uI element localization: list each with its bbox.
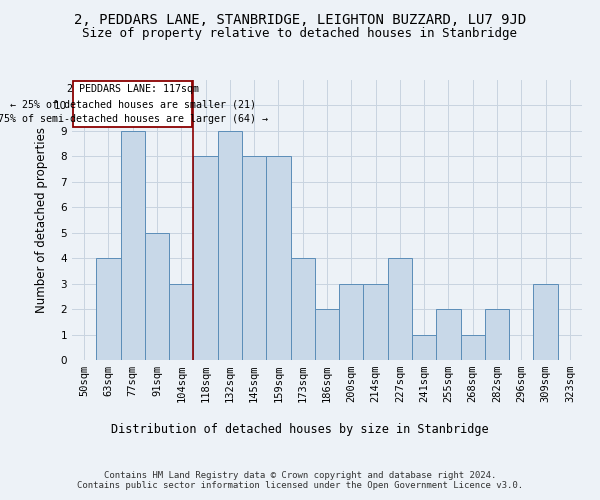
Bar <box>121 131 145 360</box>
Bar <box>412 334 436 360</box>
Y-axis label: Number of detached properties: Number of detached properties <box>35 127 49 313</box>
Bar <box>436 309 461 360</box>
Bar <box>242 156 266 360</box>
Bar <box>169 284 193 360</box>
Bar <box>266 156 290 360</box>
Bar <box>485 309 509 360</box>
Bar <box>339 284 364 360</box>
Text: Contains HM Land Registry data © Crown copyright and database right 2024.
Contai: Contains HM Land Registry data © Crown c… <box>77 470 523 490</box>
Bar <box>533 284 558 360</box>
Text: 2 PEDDARS LANE: 117sqm
← 25% of detached houses are smaller (21)
75% of semi-det: 2 PEDDARS LANE: 117sqm ← 25% of detached… <box>0 84 268 124</box>
Text: Size of property relative to detached houses in Stanbridge: Size of property relative to detached ho… <box>83 28 517 40</box>
Bar <box>145 232 169 360</box>
FancyBboxPatch shape <box>73 82 192 127</box>
Bar <box>218 131 242 360</box>
Text: 2, PEDDARS LANE, STANBRIDGE, LEIGHTON BUZZARD, LU7 9JD: 2, PEDDARS LANE, STANBRIDGE, LEIGHTON BU… <box>74 12 526 26</box>
Bar <box>364 284 388 360</box>
Bar <box>290 258 315 360</box>
Bar <box>461 334 485 360</box>
Bar <box>315 309 339 360</box>
Bar <box>193 156 218 360</box>
Text: Distribution of detached houses by size in Stanbridge: Distribution of detached houses by size … <box>111 422 489 436</box>
Bar <box>96 258 121 360</box>
Bar <box>388 258 412 360</box>
